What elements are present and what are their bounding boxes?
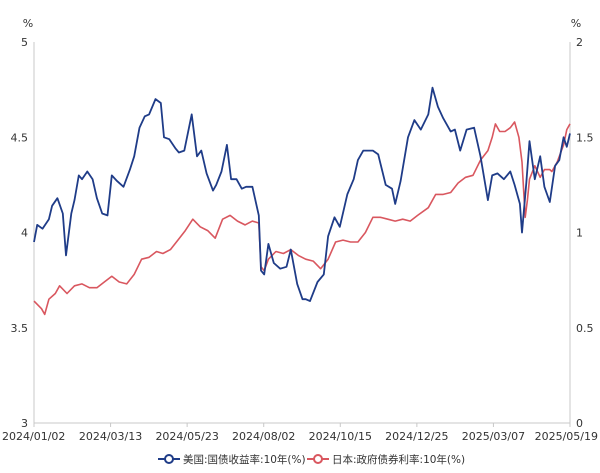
x-tick-label: 2024/10/15 bbox=[309, 430, 372, 443]
legend: 美国:国债收益率:10年(%) 日本:政府债券利率:10年(%) bbox=[158, 453, 465, 466]
x-tick-label: 2024/12/25 bbox=[385, 430, 448, 443]
x-tick-label: 2024/08/02 bbox=[232, 430, 295, 443]
right-y-tick-label: 0.5 bbox=[576, 322, 594, 335]
right-y-tick-labels: 0 0.5 1 1.5 2 bbox=[576, 36, 594, 430]
legend-label-jp: 日本:政府债券利率:10年(%) bbox=[332, 453, 465, 466]
x-tick-label: 2024/01/02 bbox=[2, 430, 65, 443]
left-y-tick-label: 3 bbox=[21, 417, 28, 430]
legend-label-us: 美国:国债收益率:10年(%) bbox=[183, 453, 306, 466]
left-y-tick-label: 4.5 bbox=[11, 131, 29, 144]
x-tick-label: 2025/05/19 bbox=[535, 430, 598, 443]
x-tick-label: 2024/05/23 bbox=[155, 430, 218, 443]
right-y-tick-label: 0 bbox=[576, 417, 583, 430]
right-y-tick-label: 1 bbox=[576, 227, 583, 240]
left-axis-unit: % bbox=[23, 17, 33, 30]
right-y-tick-label: 2 bbox=[576, 36, 583, 49]
legend-item-us[interactable]: 美国:国债收益率:10年(%) bbox=[158, 453, 306, 466]
legend-marker-us bbox=[164, 454, 174, 464]
series-line-us-10y bbox=[33, 86, 571, 302]
left-y-tick-label: 4 bbox=[21, 227, 28, 240]
left-y-tick-label: 5 bbox=[21, 36, 28, 49]
right-y-tick-label: 1.5 bbox=[576, 131, 594, 144]
left-y-tick-label: 3.5 bbox=[11, 322, 29, 335]
x-tick-labels: 2024/01/02 2024/03/13 2024/05/23 2024/08/02… bbox=[2, 423, 598, 443]
x-tick-label: 2024/03/13 bbox=[79, 430, 142, 443]
left-y-tick-labels: 3 3.5 4 4.5 5 bbox=[11, 36, 29, 430]
right-axis-unit: % bbox=[571, 17, 581, 30]
series-line-japan-10y bbox=[33, 121, 571, 316]
legend-item-jp[interactable]: 日本:政府债券利率:10年(%) bbox=[307, 453, 465, 466]
legend-marker-jp bbox=[313, 454, 323, 464]
x-tick-label: 2025/03/07 bbox=[462, 430, 525, 443]
